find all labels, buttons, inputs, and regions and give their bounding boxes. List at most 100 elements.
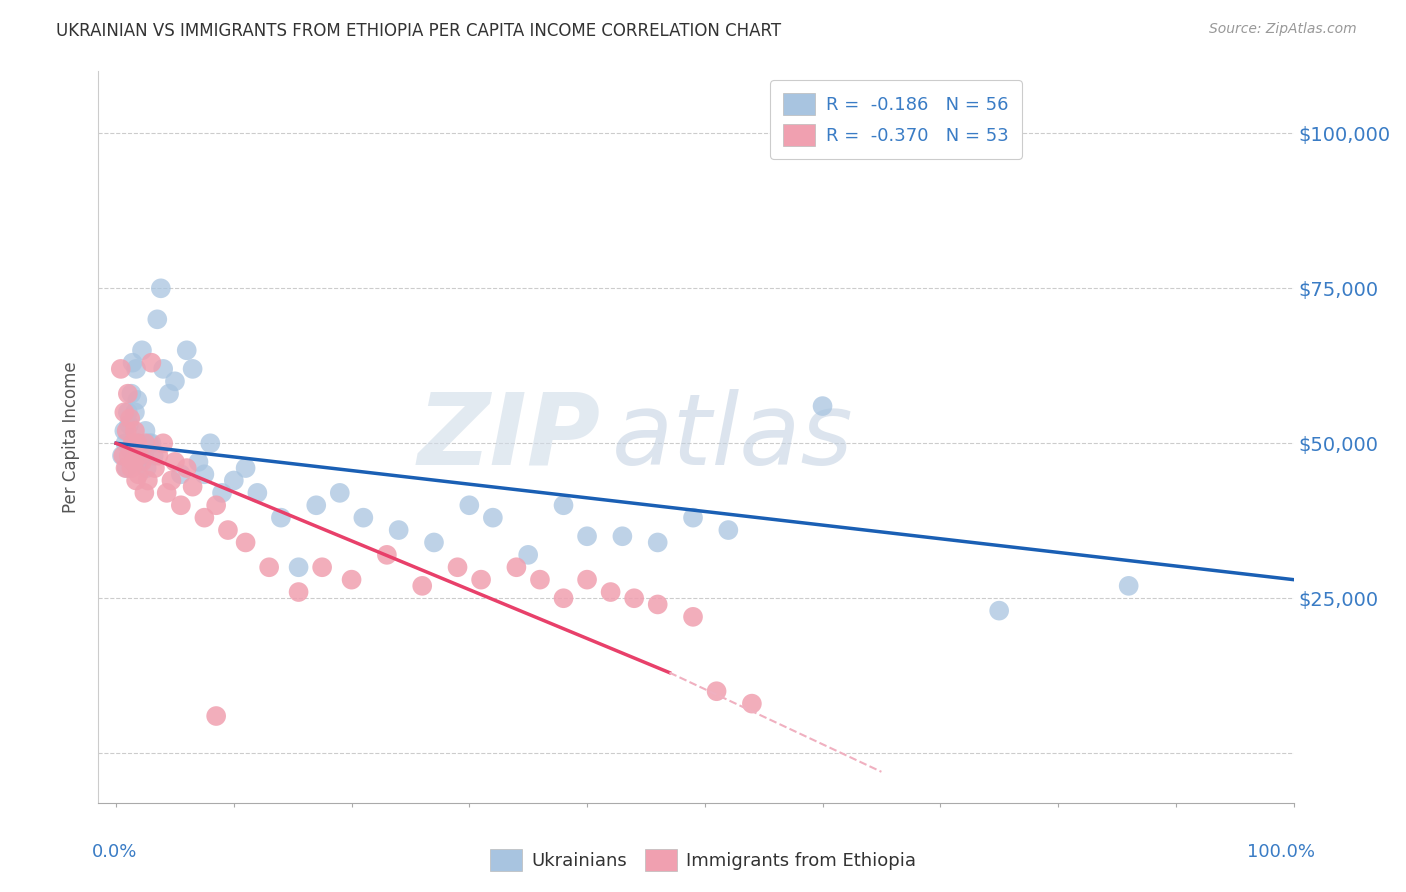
Point bbox=[235, 461, 257, 475]
Point bbox=[117, 386, 139, 401]
Point bbox=[117, 405, 139, 419]
Point bbox=[127, 436, 149, 450]
Point bbox=[152, 436, 174, 450]
Point bbox=[505, 560, 527, 574]
Point bbox=[141, 356, 163, 370]
Point bbox=[257, 560, 280, 574]
Point bbox=[121, 436, 143, 450]
Point bbox=[120, 442, 142, 457]
Point bbox=[222, 474, 245, 488]
Point bbox=[124, 424, 146, 438]
Point bbox=[114, 461, 136, 475]
Point bbox=[717, 523, 740, 537]
Point bbox=[131, 343, 153, 358]
Point bbox=[118, 417, 141, 432]
Point bbox=[124, 405, 146, 419]
Point bbox=[163, 455, 186, 469]
Point bbox=[375, 548, 398, 562]
Point bbox=[623, 591, 645, 606]
Point bbox=[287, 560, 309, 574]
Point bbox=[176, 343, 198, 358]
Point bbox=[388, 523, 411, 537]
Point bbox=[128, 455, 150, 469]
Point bbox=[482, 510, 505, 524]
Point bbox=[125, 362, 148, 376]
Point bbox=[141, 436, 163, 450]
Point bbox=[553, 498, 575, 512]
Point bbox=[205, 709, 228, 723]
Point bbox=[127, 392, 149, 407]
Point bbox=[682, 610, 704, 624]
Point bbox=[458, 498, 481, 512]
Point bbox=[470, 573, 492, 587]
Point bbox=[121, 356, 143, 370]
Point bbox=[329, 486, 352, 500]
Point bbox=[112, 405, 135, 419]
Point bbox=[181, 480, 204, 494]
Point bbox=[135, 461, 157, 475]
Point bbox=[134, 436, 156, 450]
Point bbox=[160, 474, 183, 488]
Point bbox=[110, 362, 132, 376]
Point bbox=[122, 455, 145, 469]
Text: UKRAINIAN VS IMMIGRANTS FROM ETHIOPIA PER CAPITA INCOME CORRELATION CHART: UKRAINIAN VS IMMIGRANTS FROM ETHIOPIA PE… bbox=[56, 22, 782, 40]
Text: Source: ZipAtlas.com: Source: ZipAtlas.com bbox=[1209, 22, 1357, 37]
Point bbox=[706, 684, 728, 698]
Point bbox=[193, 510, 215, 524]
Point bbox=[120, 386, 142, 401]
Legend: R =  -0.186   N = 56, R =  -0.370   N = 53: R = -0.186 N = 56, R = -0.370 N = 53 bbox=[770, 80, 1022, 159]
Point bbox=[143, 461, 166, 475]
Point bbox=[138, 436, 160, 450]
Text: 0.0%: 0.0% bbox=[91, 843, 136, 861]
Point bbox=[115, 461, 138, 475]
Point bbox=[311, 560, 333, 574]
Point bbox=[125, 474, 148, 488]
Point bbox=[127, 436, 149, 450]
Point bbox=[118, 449, 141, 463]
Point bbox=[134, 424, 156, 438]
Point bbox=[148, 449, 170, 463]
Point bbox=[270, 510, 292, 524]
Point bbox=[352, 510, 374, 524]
Point bbox=[423, 535, 446, 549]
Text: 100.0%: 100.0% bbox=[1247, 843, 1315, 861]
Point bbox=[246, 486, 269, 500]
Text: atlas: atlas bbox=[613, 389, 853, 485]
Point bbox=[599, 585, 621, 599]
Point bbox=[205, 498, 228, 512]
Point bbox=[287, 585, 309, 599]
Point bbox=[211, 486, 233, 500]
Point bbox=[157, 386, 180, 401]
Point bbox=[134, 486, 156, 500]
Point bbox=[115, 424, 138, 438]
Point bbox=[612, 529, 634, 543]
Point bbox=[134, 449, 156, 463]
Point bbox=[517, 548, 540, 562]
Point bbox=[170, 498, 193, 512]
Point bbox=[741, 697, 763, 711]
Point bbox=[576, 529, 599, 543]
Point bbox=[988, 604, 1011, 618]
Point bbox=[149, 281, 172, 295]
Point bbox=[187, 455, 209, 469]
Point bbox=[114, 436, 136, 450]
Y-axis label: Per Capita Income: Per Capita Income bbox=[62, 361, 80, 513]
Point bbox=[235, 535, 257, 549]
Point bbox=[811, 399, 834, 413]
Point bbox=[553, 591, 575, 606]
Point bbox=[181, 362, 204, 376]
Point bbox=[120, 411, 142, 425]
Point bbox=[156, 486, 179, 500]
Point bbox=[152, 362, 174, 376]
Point bbox=[305, 498, 328, 512]
Point bbox=[136, 474, 159, 488]
Point bbox=[446, 560, 468, 574]
Point bbox=[576, 573, 599, 587]
Point bbox=[647, 535, 669, 549]
Point bbox=[112, 449, 135, 463]
Point bbox=[128, 449, 150, 463]
Point bbox=[193, 467, 215, 482]
Point bbox=[411, 579, 433, 593]
Point bbox=[146, 312, 169, 326]
Point bbox=[340, 573, 363, 587]
